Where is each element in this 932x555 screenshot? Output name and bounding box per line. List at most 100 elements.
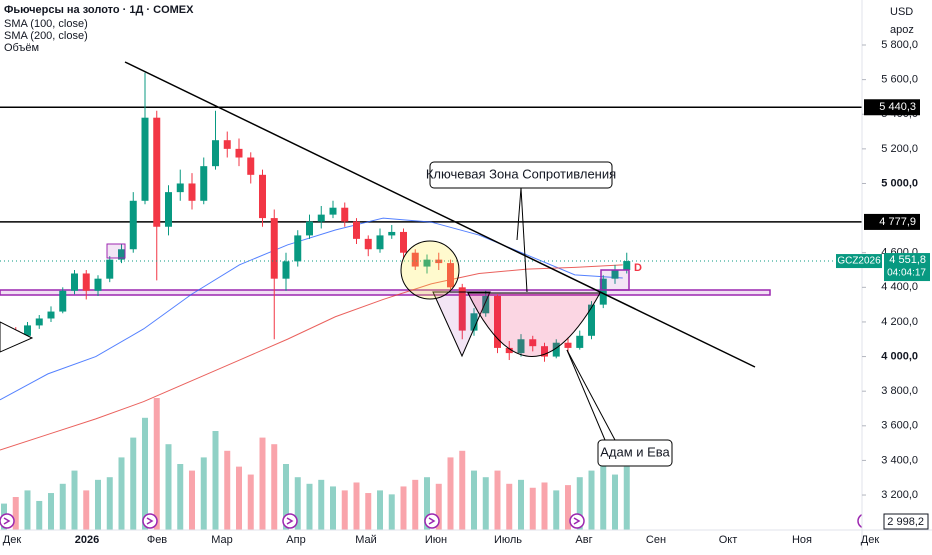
volume-bar [130,437,137,530]
y-tick-label: 3 400,0 [881,454,918,466]
candle-body [106,259,114,279]
volume-bar [294,477,301,530]
x-tick-label: Мар [211,534,233,546]
candle-body [35,318,43,326]
candle-body [47,311,55,319]
volume-bar [341,490,348,530]
last-price-label: 4 551,8 [889,254,926,266]
candle-body [259,174,266,219]
event-icon [282,513,298,529]
candle-body [71,273,78,291]
volume-bar [623,466,630,530]
annotation: Адам и Ева [600,444,670,459]
candle-body [517,339,525,354]
candle-body [235,148,243,158]
y-tick-label: 2 998,2 [887,516,924,528]
price-label-box [864,99,920,116]
volume-bar [247,474,254,530]
ticker-label: GCZ2026 [837,256,881,267]
candle-body [400,231,407,253]
x-tick-label: Фев [147,534,167,546]
candle-body [353,221,360,239]
callout-line [516,187,522,241]
trend-line [124,61,756,368]
volume-bar [200,457,207,530]
volume-bar [447,457,454,530]
candle-body [306,221,313,236]
event-icon [0,513,15,529]
x-tick-label: Апр [286,534,305,546]
volume-bar [553,490,560,530]
price-label-box [864,213,920,230]
countdown: 04:04:17 [887,268,926,279]
candle-body [576,335,584,348]
volume-bar [365,493,372,530]
volume-bar [118,457,125,530]
candle-body [458,287,466,331]
event-icon [424,513,440,529]
callout-box [597,439,673,467]
volume-bar [565,485,571,530]
volume-bar [576,477,583,530]
candle-body [165,192,172,227]
event-icon [3,517,11,525]
axis-layer: 5 800,05 600,05 400,05 200,05 000,04 600… [3,39,930,546]
volume-bar [612,474,618,530]
candle-body [435,259,443,264]
volume-bar [318,479,325,530]
candle-body [129,200,137,250]
volume-bar [36,500,43,530]
candle-body [247,157,255,175]
volume-bar [189,470,195,530]
volume-bar [12,497,19,530]
sma-line [0,264,623,451]
volume-bar [471,470,477,530]
volume-bar [306,483,313,530]
candle-body [482,295,490,314]
volume-bar [400,486,407,530]
candle-body [212,140,219,167]
volume-bar [212,431,219,530]
candle-body [329,207,337,215]
volume-bar [48,493,54,530]
y-tick-label: 5 600,0 [881,74,918,86]
volume-bar [482,477,489,530]
volume-bar [271,444,278,530]
candle-body [599,278,607,305]
candle-body [552,342,560,357]
event-icon [146,517,154,525]
candle-body [529,339,537,347]
candle-body [294,235,302,262]
x-tick-label: Ноя [792,534,812,546]
y-tick-label: 5 800,0 [881,39,918,51]
price-label-box [883,513,929,530]
candle-body [611,270,619,279]
volume-bar [494,470,501,530]
volume-bar [153,398,160,530]
level-label: 5 440,3 [879,101,916,113]
candle-body [376,235,384,250]
callout-box [429,161,613,189]
candle-body [317,214,325,222]
y-tick-label: 5 200,0 [881,143,918,155]
event-icon [569,513,585,529]
currency: USD [890,6,913,18]
y-tick-label: 4 400,0 [881,281,918,293]
volume-bar [71,470,78,530]
callout-line [520,187,528,293]
candle-body [188,183,196,201]
volume-bar [24,490,31,530]
callout-line [566,349,616,441]
volume-bar [330,486,336,530]
candle-body [176,183,184,193]
volume-bar [177,464,184,530]
drawings [0,61,756,467]
candle-body [470,313,478,331]
volume-bar [588,470,595,530]
level-label: 4 777,9 [879,216,916,228]
volume-bar [353,482,360,530]
y-tick-label: 4 000,0 [881,350,918,362]
y-tick-label: 3 600,0 [881,420,918,432]
sma-line [0,217,623,401]
